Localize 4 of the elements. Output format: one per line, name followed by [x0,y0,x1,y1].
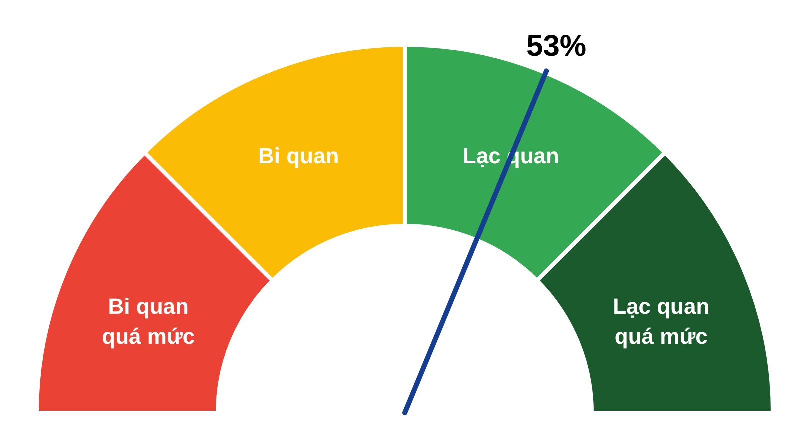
slice-label: Bi quan [258,144,340,169]
slice-label: Lạc quan quá mức [613,294,710,349]
slice-label: Bi quan quá mức [102,294,196,349]
text: 53% [526,30,587,64]
